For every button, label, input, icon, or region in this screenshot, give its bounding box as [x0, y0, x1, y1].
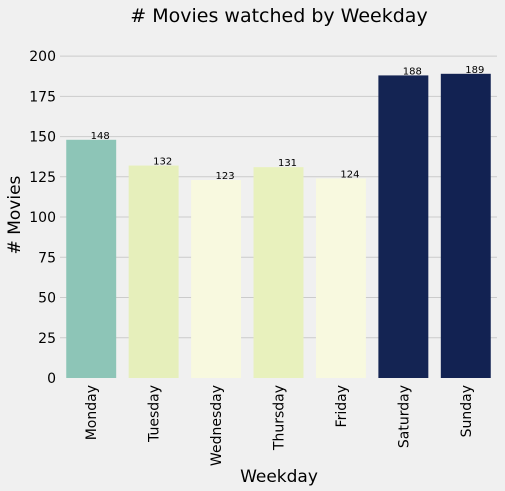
y-axis-label: # Movies	[5, 175, 25, 254]
bar	[191, 180, 242, 378]
bar	[315, 178, 366, 378]
y-tick-label: 175	[29, 89, 56, 105]
bar	[378, 75, 429, 379]
y-tick-labels: 0 25 50 75 100 125 150 175 200	[29, 49, 56, 387]
x-tick-label: Monday	[84, 385, 100, 440]
y-tick-label: 150	[29, 130, 56, 146]
y-tick-label: 75	[38, 250, 56, 266]
bar	[66, 139, 117, 378]
bar-value-label: 188	[403, 66, 422, 77]
y-tick-label: 25	[38, 331, 56, 347]
data-labels: 148 132 123 131 124 188 189	[91, 65, 485, 182]
bar	[128, 165, 179, 378]
bar-value-label: 123	[216, 171, 235, 182]
x-tick-label: Tuesday	[147, 385, 163, 443]
bars	[66, 73, 491, 379]
x-tick-label: Wednesday	[209, 385, 225, 466]
y-tick-label: 200	[29, 49, 56, 65]
x-tick-label: Thursday	[272, 385, 288, 451]
bar-value-label: 124	[340, 169, 359, 180]
y-tick-label: 125	[29, 170, 56, 186]
bar	[440, 73, 491, 379]
bar	[253, 167, 304, 378]
x-tick-label: Friday	[334, 385, 350, 427]
x-tick-label: Sunday	[459, 385, 475, 437]
y-tick-label: 100	[29, 210, 56, 226]
bar-value-label: 132	[153, 157, 172, 168]
chart-title: # Movies watched by Weekday	[130, 5, 427, 27]
y-tick-label: 0	[47, 371, 56, 387]
x-axis-label: Weekday	[240, 467, 318, 487]
x-tick-label: Saturday	[396, 385, 412, 448]
bar-value-label: 189	[465, 65, 484, 76]
bar-value-label: 148	[91, 131, 110, 142]
x-tick-labels: Monday Tuesday Wednesday Thursday Friday Satu…	[84, 385, 475, 466]
bar-value-label: 131	[278, 158, 297, 169]
y-tick-label: 50	[38, 291, 56, 307]
